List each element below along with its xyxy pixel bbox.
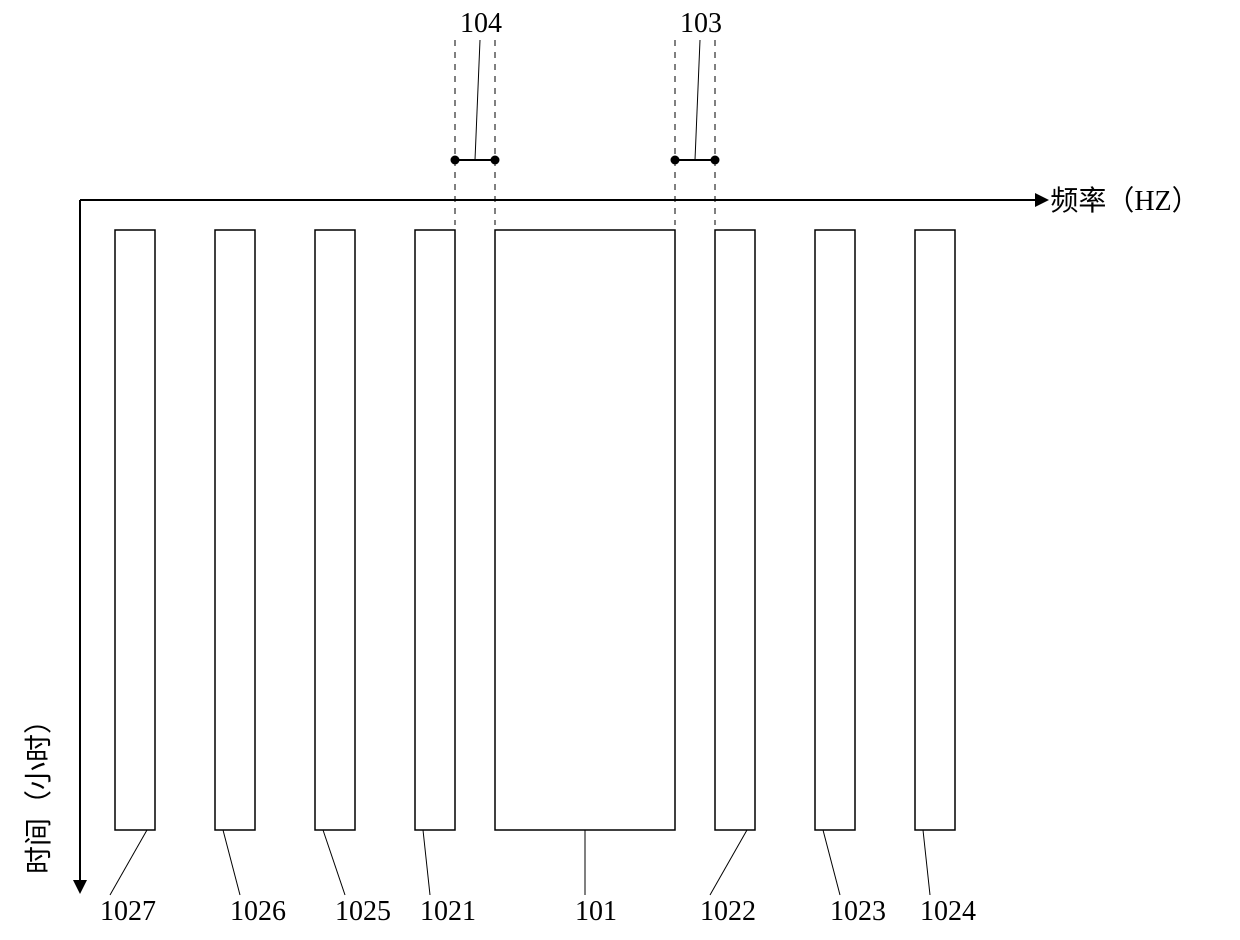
label-1025: 1025	[335, 896, 391, 927]
label-101: 101	[575, 896, 617, 927]
y-axis-label: 时间（小时）	[23, 706, 55, 874]
label-1024: 1024	[920, 896, 976, 927]
frequency-time-diagram: 频率（HZ） 时间（小时） 1027 1026 1025 1021 101 1022 1023 1…	[0, 0, 1240, 940]
label-1022: 1022	[700, 896, 756, 927]
span-dot-104-r	[491, 156, 500, 165]
background	[0, 0, 1240, 940]
label-1027: 1027	[100, 896, 156, 927]
span-dot-103-l	[671, 156, 680, 165]
label-1021: 1021	[420, 896, 476, 927]
label-1023: 1023	[830, 896, 886, 927]
span-dot-103-r	[711, 156, 720, 165]
x-axis-label: 频率（HZ）	[1050, 185, 1199, 217]
top-label-104: 104	[460, 8, 502, 39]
span-dot-104-l	[451, 156, 460, 165]
top-label-103: 103	[680, 8, 722, 39]
label-1026: 1026	[230, 896, 286, 927]
